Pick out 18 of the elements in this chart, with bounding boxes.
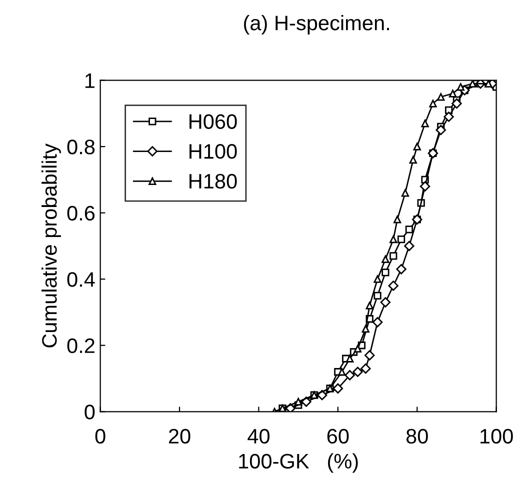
x-tick-label: 100: [480, 428, 513, 444]
x-tick-label: 60: [327, 428, 349, 444]
legend-label: H060: [190, 114, 237, 129]
y-tick-label: 0: [84, 404, 95, 420]
x-tick-label: 40: [248, 428, 270, 444]
chart-title: (a) H-specimen.: [244, 15, 389, 34]
x-tick-label: 20: [168, 428, 190, 444]
legend-label: H180: [190, 174, 237, 189]
legend-label: H100: [190, 144, 237, 159]
y-tick-label: 0.8: [67, 140, 95, 154]
y-tick-label: 0.2: [67, 338, 94, 354]
y-tick-label: 1: [85, 74, 94, 88]
x-axis-title: 100-GK (%): [239, 453, 358, 473]
x-tick-label: 80: [406, 428, 428, 444]
y-tick-label: 0.4: [67, 272, 95, 287]
x-tick-label: 0: [95, 428, 106, 444]
y-tick-label: 0.6: [67, 206, 95, 221]
y-axis-title: Cumulative probability: [42, 144, 61, 348]
